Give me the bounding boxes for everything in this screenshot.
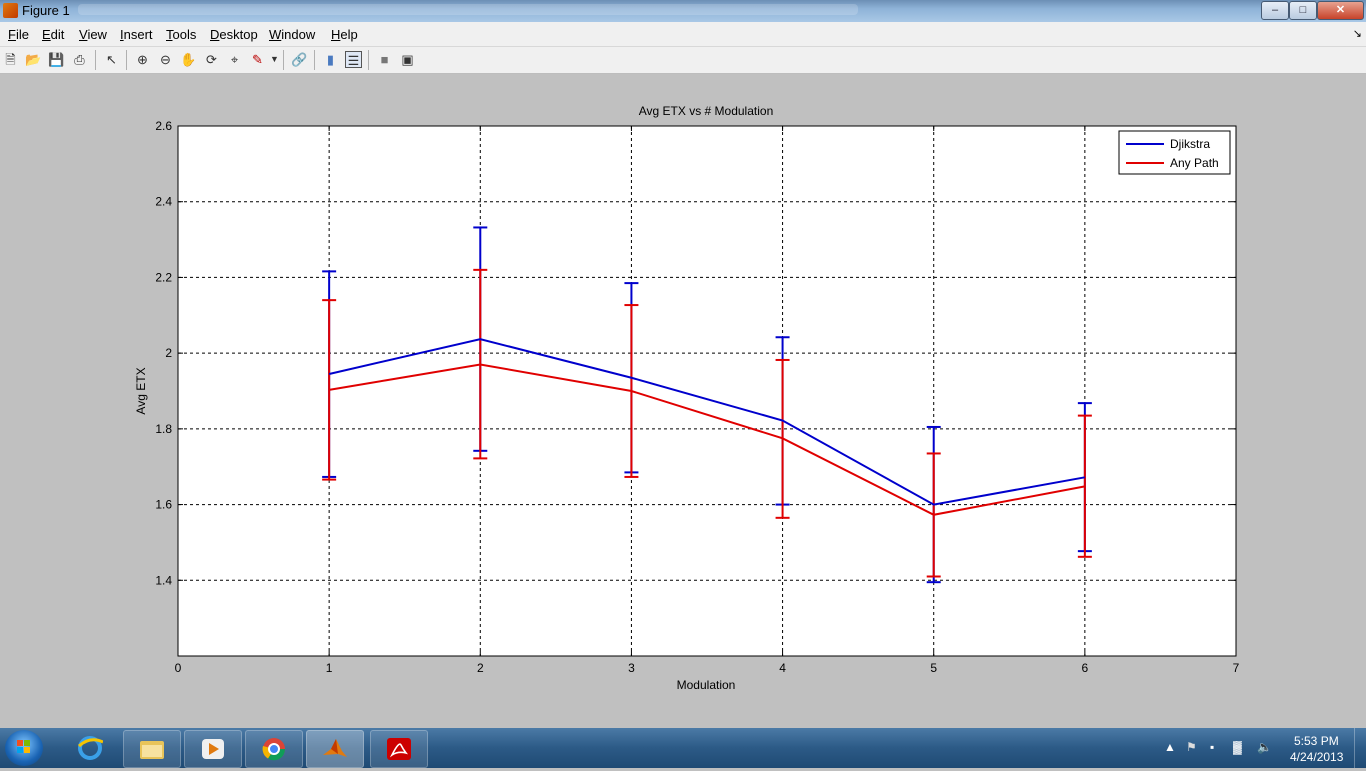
legend[interactable]: Djikstra Any Path bbox=[1118, 130, 1231, 175]
taskbar-matlab[interactable] bbox=[306, 730, 364, 768]
legend-icon[interactable]: ☰ bbox=[345, 51, 362, 68]
clock-date[interactable]: 4/24/2013 bbox=[1290, 750, 1344, 764]
menu-help[interactable]: Help bbox=[331, 27, 358, 42]
x-tick-label: 1 bbox=[326, 661, 333, 675]
x-tick-label: 7 bbox=[1233, 661, 1240, 675]
toolbar-separator bbox=[314, 50, 315, 70]
data-cursor-icon[interactable]: ⌖ bbox=[230, 52, 239, 67]
menu-window[interactable]: Window bbox=[269, 27, 316, 42]
title-path-blur bbox=[78, 4, 858, 15]
menu-insert[interactable]: Insert bbox=[120, 27, 153, 42]
chrome-icon bbox=[262, 738, 286, 761]
usb-device-icon[interactable]: ▪ bbox=[1210, 740, 1215, 754]
colorbar-icon[interactable]: ▮ bbox=[326, 52, 335, 67]
menu-view[interactable]: View bbox=[79, 27, 107, 42]
clock-time[interactable]: 5:53 PM bbox=[1294, 734, 1339, 748]
link-icon[interactable]: 🔗 bbox=[291, 52, 308, 67]
print-icon[interactable]: ⎙ bbox=[74, 52, 85, 67]
system-tray: ▲ ⚑ ▪ ▓ 🔈 bbox=[1160, 728, 1366, 768]
menu-desktop[interactable]: Desktop bbox=[210, 27, 258, 42]
figure-toolbar: 🗎 📂 💾 ⎙ ↖ ⊕ ⊖ ✋ ⟳ ⌖ ✎ ▼ 🔗 ▮ ☰ ■ ▣ bbox=[0, 47, 1366, 74]
series-line-djikstra[interactable] bbox=[328, 338, 1086, 506]
hide-tools-icon[interactable]: ■ bbox=[380, 52, 389, 67]
window-title: Figure 1 bbox=[22, 3, 70, 18]
network-icon[interactable]: ▓ bbox=[1233, 740, 1242, 754]
toolbar-separator bbox=[95, 50, 96, 70]
menu-bar: File Edit View Insert Tools Desktop Wind… bbox=[0, 22, 1366, 47]
axes-background[interactable] bbox=[177, 125, 1237, 657]
legend-label-any-path: Any Path bbox=[1170, 156, 1219, 170]
taskbar: ▲ ⚑ ▪ ▓ 🔈 5:53 PM 4/24/2013 bbox=[0, 728, 1366, 768]
start-button[interactable] bbox=[5, 730, 43, 766]
series-line-any-path[interactable] bbox=[328, 363, 1086, 516]
zoom-out-icon[interactable]: ⊖ bbox=[160, 52, 171, 67]
taskbar-internet-explorer[interactable] bbox=[62, 730, 118, 766]
toolbar-separator bbox=[126, 50, 127, 70]
taskbar-acrobat[interactable] bbox=[370, 730, 428, 768]
taskbar-chrome[interactable] bbox=[245, 730, 303, 768]
window-title-bar: Figure 1 – □ ✕ bbox=[0, 0, 1366, 22]
x-tick-label: 4 bbox=[779, 661, 786, 675]
x-tick-label: 6 bbox=[1082, 661, 1089, 675]
menu-edit[interactable]: Edit bbox=[42, 27, 65, 42]
y-tick-label: 2 bbox=[165, 346, 172, 360]
y-tick-label: 2.2 bbox=[155, 270, 172, 284]
x-tick-label: 2 bbox=[477, 661, 484, 675]
show-hidden-icons-icon[interactable]: ▲ bbox=[1164, 740, 1176, 754]
toolbar-separator bbox=[368, 50, 369, 70]
y-axis-label: Avg ETX bbox=[134, 367, 148, 414]
zoom-in-icon[interactable]: ⊕ bbox=[137, 52, 148, 67]
pointer-icon[interactable]: ↖ bbox=[106, 52, 117, 67]
errorbar-any-path bbox=[1077, 414, 1092, 558]
matlab-icon bbox=[323, 739, 347, 757]
y-tick-label: 1.4 bbox=[155, 573, 172, 587]
brush-icon[interactable]: ✎ bbox=[252, 52, 263, 67]
dock-icon[interactable]: ▣ bbox=[401, 52, 414, 67]
series-lines bbox=[328, 338, 1086, 516]
acrobat-icon bbox=[387, 738, 411, 760]
matlab-figure-icon bbox=[3, 3, 18, 18]
new-figure-icon[interactable]: 🗎 bbox=[5, 52, 16, 67]
menu-tools[interactable]: Tools bbox=[166, 27, 197, 42]
axis-ticks: 0 1 2 3 4 5 6 7 1.4 1.6 1.8 2 2.2 2.4 2.6 bbox=[155, 119, 1239, 675]
brush-dropdown-icon[interactable]: ▼ bbox=[270, 54, 279, 64]
save-icon[interactable]: 💾 bbox=[48, 52, 65, 67]
plot-svg[interactable]: 0 1 2 3 4 5 6 7 1.4 1.6 1.8 2 2.2 2.4 2.6 Avg ETX vs #… bbox=[0, 74, 1366, 728]
y-tick-label: 1.8 bbox=[155, 422, 172, 436]
x-tick-label: 3 bbox=[628, 661, 635, 675]
action-center-icon[interactable]: ⚑ bbox=[1186, 740, 1197, 754]
legend-box[interactable] bbox=[1118, 130, 1231, 175]
toolbar-separator bbox=[283, 50, 284, 70]
rotate-icon[interactable]: ⟳ bbox=[206, 52, 217, 67]
x-tick-label: 0 bbox=[175, 661, 182, 675]
y-tick-label: 1.6 bbox=[155, 498, 172, 512]
maximize-button[interactable]: □ bbox=[1289, 1, 1317, 20]
taskbar-file-explorer[interactable] bbox=[123, 730, 181, 768]
x-tick-label: 5 bbox=[930, 661, 937, 675]
legend-label-djikstra: Djikstra bbox=[1170, 137, 1210, 151]
media-player-icon bbox=[202, 739, 224, 759]
y-tick-label: 2.4 bbox=[155, 195, 172, 209]
minimize-button[interactable]: – bbox=[1261, 1, 1289, 20]
y-tick-label: 2.6 bbox=[155, 119, 172, 133]
menu-dock-arrow-icon[interactable]: ↘ bbox=[1352, 28, 1362, 40]
file-explorer-icon bbox=[140, 741, 164, 759]
menu-file[interactable]: File bbox=[8, 27, 29, 42]
chart-title: Avg ETX vs # Modulation bbox=[639, 104, 774, 118]
internet-explorer-icon bbox=[77, 736, 103, 760]
close-button[interactable]: ✕ bbox=[1317, 1, 1364, 20]
show-desktop-button[interactable] bbox=[1354, 728, 1366, 768]
figure-canvas[interactable]: 0 1 2 3 4 5 6 7 1.4 1.6 1.8 2 2.2 2.4 2.6 Avg ETX vs #… bbox=[0, 74, 1366, 728]
taskbar-media-player[interactable] bbox=[184, 730, 242, 768]
open-file-icon[interactable]: 📂 bbox=[25, 52, 42, 67]
volume-icon[interactable]: 🔈 bbox=[1257, 740, 1272, 754]
pan-icon[interactable]: ✋ bbox=[180, 52, 197, 67]
x-axis-label: Modulation bbox=[677, 678, 736, 692]
windows-logo-icon bbox=[17, 740, 30, 753]
